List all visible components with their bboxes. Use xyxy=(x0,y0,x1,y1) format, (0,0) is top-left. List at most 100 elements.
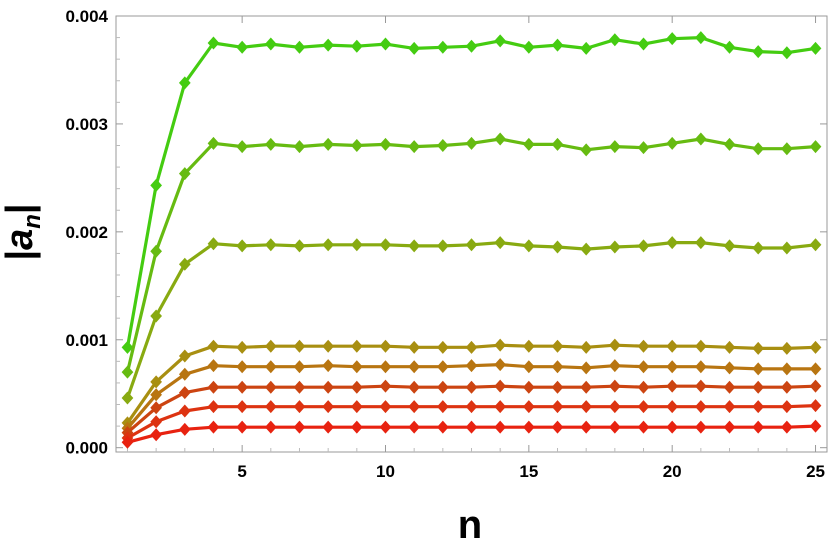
data-point-marker xyxy=(178,167,191,181)
data-point-marker xyxy=(781,362,793,376)
data-point-marker xyxy=(465,400,478,414)
data-point-marker xyxy=(408,420,421,434)
data-point-marker xyxy=(752,362,765,376)
data-point-marker xyxy=(264,137,277,151)
data-point-marker xyxy=(695,236,707,250)
data-point-marker xyxy=(781,420,793,434)
data-point-marker xyxy=(207,136,220,150)
data-point-marker xyxy=(465,380,478,394)
data-point-marker xyxy=(322,38,335,52)
data-point-marker xyxy=(121,391,134,405)
data-point-marker xyxy=(608,140,621,154)
data-point-marker xyxy=(666,420,679,434)
data-point-marker xyxy=(436,139,449,153)
series-3 xyxy=(121,236,822,405)
data-point-marker xyxy=(580,143,593,157)
data-point-marker xyxy=(522,400,535,414)
data-point-marker xyxy=(436,420,449,434)
data-point-marker xyxy=(752,341,765,355)
data-point-marker xyxy=(379,37,392,51)
data-point-marker xyxy=(207,339,220,353)
y-axis: 0.000 0.001 0.002 0.003 0.004 xyxy=(65,7,827,458)
data-point-marker xyxy=(465,359,478,373)
data-point-marker xyxy=(293,380,306,394)
data-point-marker xyxy=(695,360,707,374)
y-tick-label: 0.002 xyxy=(65,223,108,242)
data-point-marker xyxy=(150,428,162,442)
data-point-marker xyxy=(580,41,593,55)
data-point-marker xyxy=(522,239,535,253)
data-point-marker xyxy=(436,360,449,374)
data-point-marker xyxy=(264,37,277,51)
data-point-marker xyxy=(608,379,621,393)
data-point-marker xyxy=(293,400,306,414)
y-tick-label: 0.000 xyxy=(65,439,108,458)
data-point-marker xyxy=(178,76,191,90)
data-point-marker xyxy=(264,360,277,374)
data-point-marker xyxy=(809,379,822,393)
data-point-marker xyxy=(781,380,793,394)
x-tick-label: 20 xyxy=(663,462,682,481)
data-point-marker xyxy=(350,380,363,394)
data-point-marker xyxy=(236,239,248,253)
series-layer xyxy=(121,31,822,449)
data-point-marker xyxy=(293,360,306,374)
data-point-marker xyxy=(637,141,650,155)
data-point-marker xyxy=(781,241,793,255)
data-point-marker xyxy=(551,360,564,374)
data-point-marker xyxy=(580,340,593,354)
data-point-marker xyxy=(379,379,392,393)
data-point-marker xyxy=(436,239,449,253)
data-point-marker xyxy=(322,339,335,353)
data-point-marker xyxy=(723,400,736,414)
data-point-marker xyxy=(293,420,306,434)
series-2 xyxy=(121,132,822,379)
data-point-marker xyxy=(379,339,392,353)
data-point-marker xyxy=(781,46,793,60)
data-point-marker xyxy=(637,339,650,353)
data-point-marker xyxy=(178,257,191,271)
data-point-marker xyxy=(551,420,564,434)
data-point-marker xyxy=(608,33,621,47)
data-point-marker xyxy=(350,139,363,153)
data-point-marker xyxy=(322,359,335,373)
data-point-marker xyxy=(264,420,277,434)
data-point-marker xyxy=(379,360,392,374)
data-point-marker xyxy=(637,37,650,51)
data-point-marker xyxy=(178,367,191,381)
data-point-marker xyxy=(207,420,220,434)
data-point-marker xyxy=(350,39,363,53)
data-point-marker xyxy=(752,142,765,156)
data-point-marker xyxy=(494,358,507,372)
data-point-marker xyxy=(350,420,363,434)
data-point-marker xyxy=(322,400,335,414)
data-point-marker xyxy=(695,339,707,353)
data-point-marker xyxy=(121,365,134,379)
data-point-marker xyxy=(150,375,162,389)
data-point-marker xyxy=(695,132,707,146)
data-point-marker xyxy=(723,361,736,375)
x-tick-label: 10 xyxy=(376,462,395,481)
data-point-marker xyxy=(150,178,162,192)
data-point-marker xyxy=(580,420,593,434)
data-point-marker xyxy=(695,31,707,45)
data-point-marker xyxy=(494,338,507,352)
data-point-marker xyxy=(809,340,822,354)
data-point-marker xyxy=(608,240,621,254)
data-point-marker xyxy=(637,380,650,394)
data-point-marker xyxy=(608,420,621,434)
data-point-marker xyxy=(408,380,421,394)
data-point-marker xyxy=(695,400,707,414)
data-point-marker xyxy=(207,359,220,373)
data-point-marker xyxy=(522,420,535,434)
data-point-marker xyxy=(293,339,306,353)
data-point-marker xyxy=(436,340,449,354)
data-point-marker xyxy=(608,338,621,352)
data-point-marker xyxy=(408,140,421,154)
data-point-marker xyxy=(465,420,478,434)
data-point-marker xyxy=(436,40,449,54)
series-4 xyxy=(121,338,822,430)
data-point-marker xyxy=(580,400,593,414)
data-point-marker xyxy=(408,360,421,374)
data-point-marker xyxy=(580,361,593,375)
